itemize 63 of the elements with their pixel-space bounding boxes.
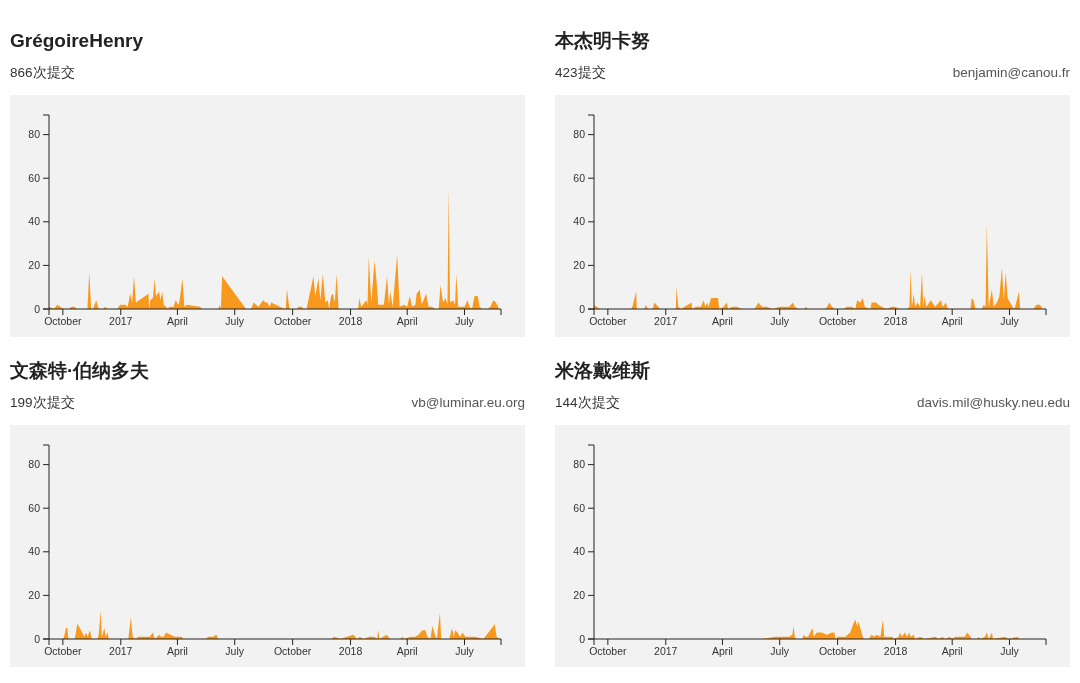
- y-tick-label: 40: [28, 545, 41, 558]
- chart-subtitle: 199次提交: [10, 395, 75, 410]
- x-tick-label: April: [396, 315, 418, 327]
- x-tick-label: October: [589, 645, 628, 657]
- y-tick-label: 60: [28, 501, 41, 514]
- chart-title: 米洛戴维斯: [554, 360, 650, 381]
- x-tick-label: April: [711, 645, 733, 657]
- chart-title: 文森特·伯纳多夫: [9, 360, 150, 381]
- x-tick-label: October: [818, 645, 857, 657]
- y-tick-label: 20: [28, 259, 41, 272]
- x-tick-label: April: [941, 315, 963, 327]
- y-tick-label: 0: [579, 302, 586, 315]
- y-tick-label: 20: [573, 259, 586, 272]
- y-tick-label: 80: [28, 128, 41, 141]
- y-tick-label: 20: [573, 589, 586, 602]
- x-tick-label: April: [166, 315, 188, 327]
- x-tick-label: 2017: [654, 645, 678, 657]
- x-tick-label: July: [770, 645, 790, 657]
- y-tick-label: 40: [573, 545, 586, 558]
- text: davis.mil@husky.neu.edu: [916, 395, 1070, 410]
- text: vb@luminar.eu.org: [411, 395, 525, 410]
- y-tick-label: 60: [573, 171, 586, 184]
- x-tick-label: October: [273, 645, 312, 657]
- y-tick-label: 80: [573, 458, 586, 471]
- x-tick-label: October: [44, 315, 83, 327]
- chart-title: GrégoireHenry: [10, 30, 144, 51]
- x-tick-label: October: [273, 315, 312, 327]
- x-tick-label: April: [941, 645, 963, 657]
- y-tick-label: 60: [28, 171, 41, 184]
- x-tick-label: July: [1000, 645, 1020, 657]
- text: benjamin@canou.fr: [952, 65, 1071, 80]
- y-tick-label: 40: [28, 215, 41, 228]
- chart-subtitle: 144次提交: [555, 395, 620, 410]
- y-tick-label: 80: [28, 458, 41, 471]
- x-tick-label: April: [396, 645, 418, 657]
- x-tick-label: April: [166, 645, 188, 657]
- x-tick-label: 2018: [883, 645, 908, 657]
- chart-subtitle: 866次提交: [10, 65, 75, 80]
- y-tick-label: 60: [573, 501, 586, 514]
- x-tick-label: 2017: [109, 645, 133, 657]
- x-tick-label: 2017: [109, 315, 133, 327]
- y-tick-label: 80: [573, 128, 586, 141]
- y-tick-label: 0: [34, 302, 41, 315]
- x-tick-label: July: [455, 645, 475, 657]
- x-tick-label: July: [1000, 315, 1020, 327]
- x-tick-label: October: [818, 315, 857, 327]
- x-tick-label: October: [44, 645, 83, 657]
- x-tick-label: April: [711, 315, 733, 327]
- x-tick-label: July: [770, 315, 790, 327]
- y-tick-label: 0: [579, 632, 586, 645]
- x-tick-label: 2018: [338, 645, 363, 657]
- y-tick-label: 0: [34, 632, 41, 645]
- x-tick-label: July: [225, 315, 245, 327]
- x-tick-label: July: [455, 315, 475, 327]
- chart-subtitle: 423提交: [555, 65, 606, 80]
- y-tick-label: 40: [573, 215, 586, 228]
- x-tick-label: July: [225, 645, 245, 657]
- x-tick-label: October: [589, 315, 628, 327]
- x-tick-label: 2018: [338, 315, 363, 327]
- x-tick-label: 2017: [654, 315, 678, 327]
- y-tick-label: 20: [28, 589, 41, 602]
- chart-title: 本杰明卡努: [554, 30, 650, 51]
- x-tick-label: 2018: [883, 315, 908, 327]
